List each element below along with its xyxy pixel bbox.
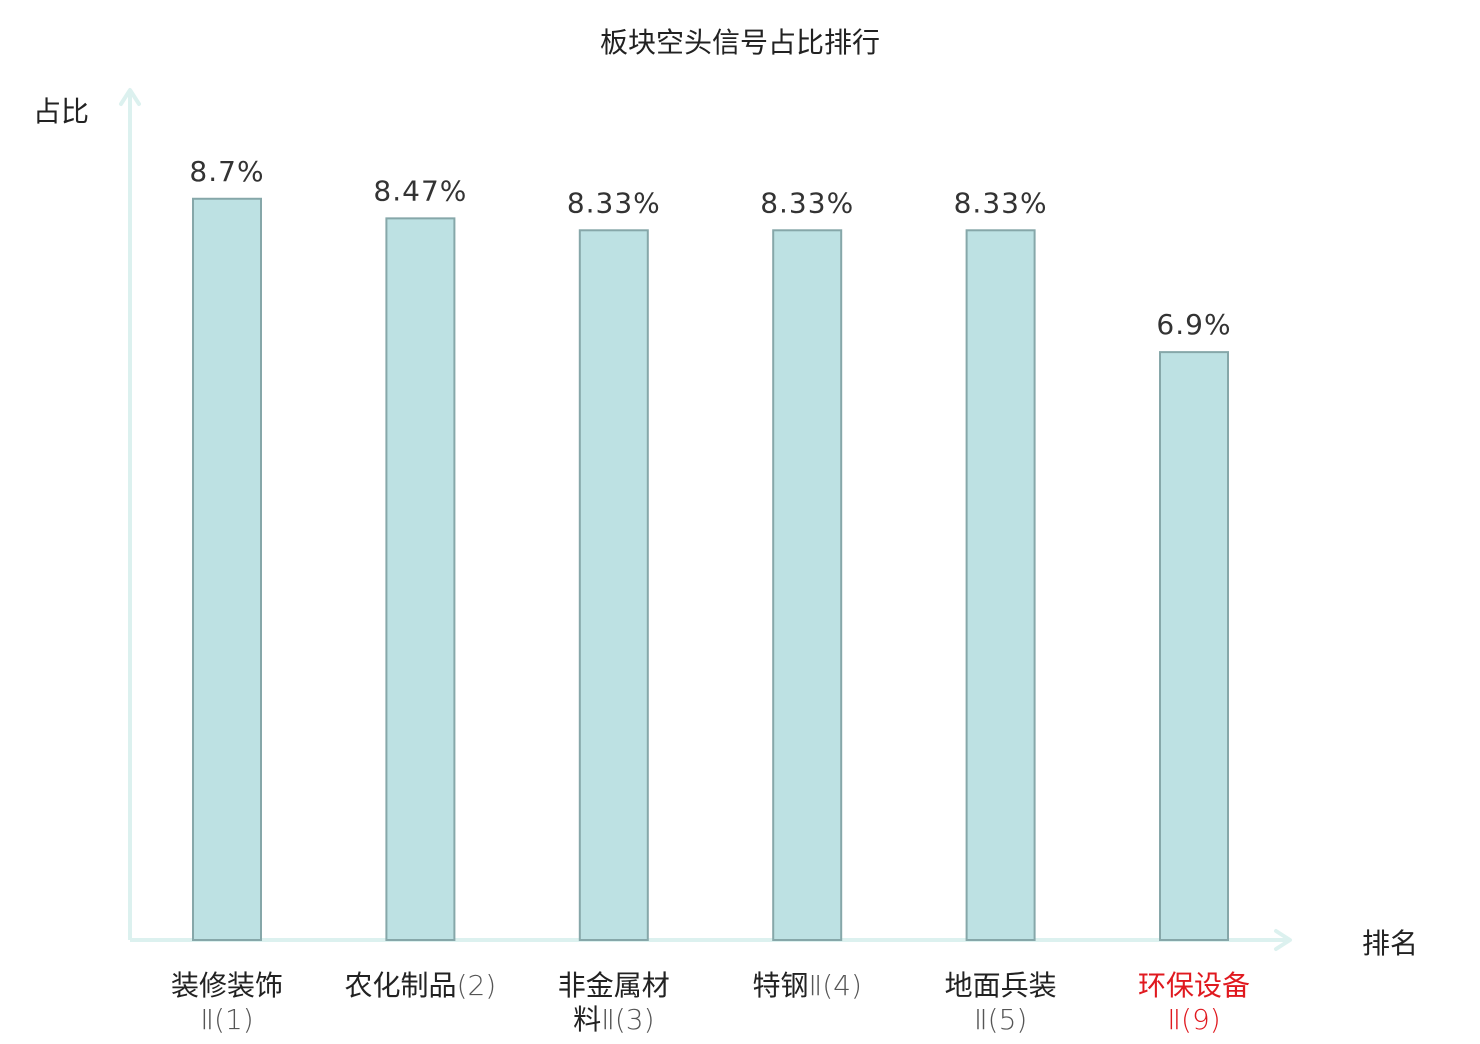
category-label-text: 环保设备 bbox=[1138, 969, 1250, 1002]
value-label-6: 6.9% bbox=[1156, 308, 1231, 341]
x-axis-arrow-icon bbox=[1274, 929, 1292, 951]
category-label-rank: (2) bbox=[457, 969, 497, 1002]
value-labels-group: 8.7% 8.47% 8.33% 8.33% 8.33% 6.9% bbox=[189, 155, 1231, 341]
category-label-6-line-2: Ⅱ(9) bbox=[1167, 1003, 1220, 1036]
y-axis-arrow-icon bbox=[119, 88, 141, 106]
bar-1 bbox=[192, 197, 262, 941]
value-label-5: 8.33% bbox=[954, 186, 1048, 219]
category-label-5-line-2: Ⅱ(5) bbox=[974, 1003, 1027, 1036]
category-label-rank: Ⅱ(5) bbox=[974, 1003, 1027, 1036]
category-label-text: 非金属材 bbox=[558, 969, 670, 1002]
category-label-2-line-1: 农化制品(2) bbox=[345, 969, 497, 1002]
value-label-2: 8.47% bbox=[373, 174, 467, 207]
bar-4 bbox=[772, 229, 843, 941]
category-label-text: 特钢 bbox=[752, 969, 808, 1002]
bar-2 bbox=[385, 217, 456, 941]
bar-6 bbox=[1159, 351, 1229, 941]
value-label-4: 8.33% bbox=[760, 186, 854, 219]
bars-group bbox=[192, 197, 1229, 941]
axes bbox=[119, 88, 1292, 951]
bar-3 bbox=[578, 229, 649, 941]
category-label-rank: Ⅱ(3) bbox=[601, 1003, 654, 1036]
category-label-text: 农化制品 bbox=[345, 969, 457, 1002]
x-axis-label: 排名 bbox=[1362, 927, 1418, 960]
value-label-1: 8.7% bbox=[189, 155, 264, 188]
category-label-text: 地面兵装 bbox=[945, 969, 1057, 1002]
category-label-rank: Ⅱ(4) bbox=[808, 969, 861, 1002]
category-label-4-line-1: 特钢Ⅱ(4) bbox=[752, 969, 861, 1002]
value-label-3: 8.33% bbox=[567, 186, 661, 219]
category-label-5-line-1: 地面兵装 bbox=[945, 969, 1057, 1002]
category-label-1-line-2: Ⅱ(1) bbox=[200, 1003, 253, 1036]
category-label-6-line-1: 环保设备 bbox=[1138, 969, 1250, 1002]
category-label-3-line-1: 非金属材 bbox=[558, 969, 670, 1002]
category-label-rank: Ⅱ(9) bbox=[1167, 1003, 1220, 1036]
category-label-rank: Ⅱ(1) bbox=[200, 1003, 253, 1036]
category-label-text: 料 bbox=[573, 1003, 601, 1036]
bar-5 bbox=[965, 229, 1036, 941]
chart-title: 板块空头信号占比排行 bbox=[600, 26, 880, 59]
y-axis-label: 占比 bbox=[33, 95, 89, 128]
category-label-1-line-1: 装修装饰 bbox=[171, 969, 283, 1002]
category-label-text: 装修装饰 bbox=[171, 969, 283, 1002]
category-label-3-line-2: 料Ⅱ(3) bbox=[573, 1003, 654, 1036]
